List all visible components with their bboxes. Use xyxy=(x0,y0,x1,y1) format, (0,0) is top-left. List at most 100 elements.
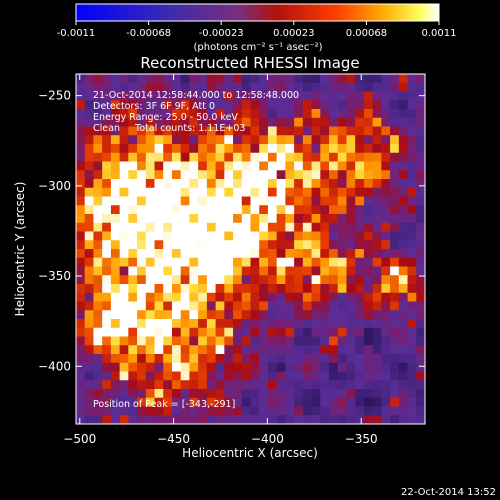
heatmap-cell xyxy=(250,152,260,162)
x-axis-ticks xyxy=(79,74,362,424)
heatmap-cell xyxy=(119,170,129,180)
heatmap-cell xyxy=(110,152,120,162)
heatmap-cell xyxy=(180,187,190,197)
heatmap-cell xyxy=(180,205,190,215)
heatmap-cell xyxy=(294,310,304,320)
heatmap-cell xyxy=(346,170,356,180)
heatmap-cell xyxy=(215,292,225,302)
heatmap-cell xyxy=(390,214,400,224)
heatmap-cell xyxy=(302,354,312,364)
heatmap-cell xyxy=(337,109,347,119)
heatmap-cell xyxy=(337,196,347,206)
heatmap-cell xyxy=(233,170,243,180)
heatmap-cell xyxy=(198,319,208,329)
heatmap-cell xyxy=(137,231,147,241)
heatmap-cell xyxy=(154,196,164,206)
heatmap-cell xyxy=(241,257,251,267)
heatmap-cell xyxy=(267,327,277,337)
heatmap-cell xyxy=(285,82,295,92)
heatmap-cell xyxy=(171,284,181,294)
heatmap-cell xyxy=(259,301,269,311)
heatmap-cell xyxy=(381,275,391,285)
heatmap-cell xyxy=(259,249,269,259)
heatmap-cell xyxy=(198,109,208,119)
heatmap-cell xyxy=(372,345,382,355)
heatmap-cell xyxy=(259,82,269,92)
heatmap-cell xyxy=(145,301,155,311)
heatmap-cell xyxy=(259,380,269,390)
heatmap-cell xyxy=(416,415,425,424)
heatmap-cell xyxy=(119,240,129,250)
heatmap-cell xyxy=(285,380,295,390)
heatmap-cell xyxy=(285,91,295,101)
heatmap-cell xyxy=(363,135,373,145)
heatmap-cell xyxy=(311,214,321,224)
heatmap-cell xyxy=(302,82,312,92)
heatmap-cell xyxy=(416,327,425,337)
heatmap-cell xyxy=(93,231,103,241)
heatmap-cell xyxy=(102,91,112,101)
heatmap-cell xyxy=(163,126,173,136)
heatmap-cell xyxy=(206,170,216,180)
heatmap-cell xyxy=(407,135,417,145)
heatmap-cell xyxy=(206,292,216,302)
heatmap-cell xyxy=(276,380,286,390)
y-axis-tick-labels: −250−300−350−400 xyxy=(38,89,71,374)
heatmap-cell xyxy=(76,310,86,320)
heatmap-cell xyxy=(128,275,138,285)
heatmap-cell xyxy=(267,397,277,407)
heatmap-cell xyxy=(128,266,138,276)
heatmap-cell xyxy=(137,240,147,250)
heatmap-cell xyxy=(137,415,147,424)
heatmap-cell xyxy=(390,152,400,162)
heatmap-cell xyxy=(93,109,103,119)
heatmap-cell xyxy=(233,196,243,206)
heatmap-cell xyxy=(198,161,208,171)
heatmap-cell xyxy=(128,327,138,337)
heatmap-cell xyxy=(407,249,417,259)
heatmap-cell xyxy=(363,415,373,424)
heatmap-cell xyxy=(189,100,199,110)
heatmap-cell xyxy=(407,196,417,206)
heatmap-cell xyxy=(224,406,234,416)
y-tick-label: −300 xyxy=(38,179,71,193)
heatmap-cell xyxy=(198,231,208,241)
heatmap-cell xyxy=(119,161,129,171)
heatmap-cell xyxy=(346,275,356,285)
heatmap-cell xyxy=(285,397,295,407)
heatmap-cell xyxy=(180,74,190,84)
heatmap-cell xyxy=(398,301,408,311)
heatmap-cell xyxy=(198,310,208,320)
heatmap-cell xyxy=(407,205,417,215)
heatmap-cell xyxy=(110,249,120,259)
heatmap-cell xyxy=(363,170,373,180)
heatmap-cell xyxy=(224,292,234,302)
heatmap-cell xyxy=(276,301,286,311)
heatmap-cell xyxy=(416,301,425,311)
heatmap-cell xyxy=(372,240,382,250)
annotation-clean-counts: Clean Total counts: 1.11E+03 xyxy=(93,123,245,134)
heatmap-cell xyxy=(206,275,216,285)
heatmap-cell xyxy=(390,310,400,320)
heatmap-cell xyxy=(128,345,138,355)
heatmap-cell xyxy=(84,100,94,110)
heatmap-cell xyxy=(215,91,225,101)
heatmap-cell xyxy=(206,231,216,241)
heatmap-cell xyxy=(285,249,295,259)
heatmap-cell xyxy=(189,179,199,189)
heatmap-cell xyxy=(372,301,382,311)
heatmap-cell xyxy=(320,310,330,320)
heatmap-cell xyxy=(180,100,190,110)
heatmap-cell xyxy=(346,109,356,119)
heatmap-cell xyxy=(224,152,234,162)
heatmap-cell xyxy=(285,301,295,311)
heatmap-cell xyxy=(198,117,208,127)
heatmap-cell xyxy=(102,82,112,92)
heatmap-cell xyxy=(398,179,408,189)
heatmap-cell xyxy=(224,380,234,390)
heatmap-cell xyxy=(267,310,277,320)
heatmap-cell xyxy=(233,275,243,285)
heatmap-cell xyxy=(206,187,216,197)
heatmap-cell xyxy=(206,371,216,381)
heatmap-cell xyxy=(93,336,103,346)
